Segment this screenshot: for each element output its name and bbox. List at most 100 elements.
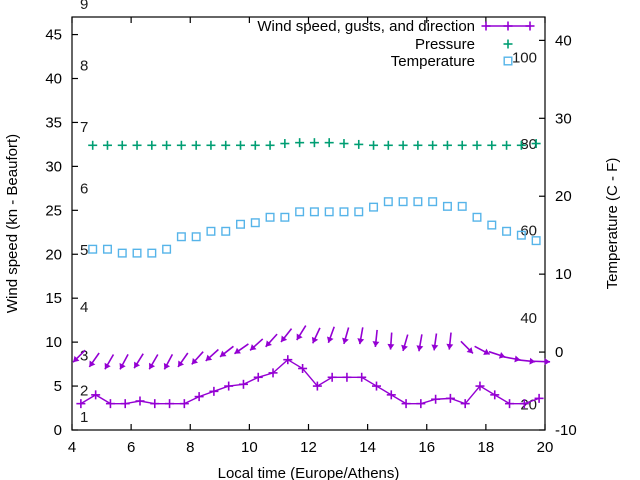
temperature-marker: [236, 219, 246, 229]
wind-direction-arrowhead: [311, 336, 319, 344]
wind-direction-arrowhead: [89, 360, 96, 367]
y2-axis-title: Temperature (C - F): [604, 158, 621, 290]
temperature-marker: [147, 248, 157, 258]
beaufort-label: 3: [80, 347, 88, 364]
y-tick-label: 40: [45, 71, 62, 88]
y2-tick-label: 10: [555, 266, 572, 283]
wind-direction-arrowhead: [134, 361, 141, 369]
y-tick-label: 0: [54, 422, 62, 439]
temperature-marker: [102, 244, 112, 254]
wind-direction-arrowhead: [483, 348, 490, 355]
wind-direction-arrowhead: [431, 344, 439, 351]
temperature-marker: [88, 244, 98, 254]
temperature-marker: [413, 197, 423, 207]
beaufort-label: 6: [80, 180, 88, 197]
x-tick-label: 4: [68, 439, 76, 456]
y-tick-label: 45: [45, 27, 62, 44]
temperature-marker: [162, 244, 172, 254]
wind-direction-arrowhead: [401, 344, 408, 351]
y-tick-label: 30: [45, 158, 62, 175]
plot-frame: [71, 16, 546, 431]
y2-tick-label: 30: [555, 110, 572, 127]
y-tick-label: 15: [45, 290, 62, 307]
fahrenheit-label: 80: [520, 136, 537, 153]
y2-tick-label: 0: [555, 344, 563, 361]
wind-direction-arrowhead: [191, 357, 199, 365]
wind-direction-arrowhead: [514, 355, 521, 363]
wind-direction-arrowhead: [529, 357, 536, 365]
wind-direction-arrowhead: [119, 362, 126, 370]
wind-direction-arrowhead: [265, 340, 272, 347]
x-tick-label: 6: [127, 439, 135, 456]
beaufort-label: 1: [80, 409, 88, 426]
x-tick-label: 8: [186, 439, 194, 456]
wind-direction-arrowhead: [446, 343, 454, 350]
wind-direction-arrowhead: [178, 360, 185, 367]
temperature-marker: [309, 207, 319, 217]
x-tick-label: 12: [300, 439, 317, 456]
temperature-marker: [250, 218, 260, 228]
legend-label-1: Pressure: [415, 36, 475, 53]
temperature-marker: [265, 212, 275, 222]
temperature-marker: [176, 232, 186, 242]
y-tick-label: 10: [45, 334, 62, 351]
wind-direction-arrowhead: [387, 343, 395, 350]
temperature-marker: [206, 226, 216, 236]
temperature-marker: [221, 226, 231, 236]
temperature-marker: [516, 230, 526, 240]
temperature-marker: [369, 202, 379, 212]
y-tick-label: 5: [54, 378, 62, 395]
y2-tick-label: -10: [555, 422, 577, 439]
wind-direction-arrowhead: [372, 341, 380, 347]
temperature-marker: [398, 197, 408, 207]
beaufort-label: 4: [80, 299, 88, 316]
x-axis-title: Local time (Europe/Athens): [218, 465, 400, 480]
temperature-marker: [531, 236, 541, 246]
wind-direction-arrowhead: [296, 333, 303, 341]
temperature-marker: [117, 248, 127, 258]
beaufort-label: 9: [80, 0, 88, 13]
x-tick-label: 14: [359, 439, 376, 456]
beaufort-label: 8: [80, 57, 88, 74]
fahrenheit-label: 20: [520, 396, 537, 413]
wind-direction-arrowhead: [281, 335, 288, 343]
temperature-marker: [324, 207, 334, 217]
temperature-marker: [457, 201, 467, 211]
x-tick-label: 10: [241, 439, 258, 456]
wind-direction-arrowhead: [220, 350, 227, 357]
temperature-marker: [428, 197, 438, 207]
temperature-marker: [191, 232, 201, 242]
y-tick-label: 20: [45, 246, 62, 263]
x-tick-label: 20: [537, 439, 554, 456]
beaufort-label: 7: [80, 119, 88, 136]
legend-label-2: Temperature: [391, 53, 475, 70]
wind-direction-arrowhead: [73, 355, 80, 363]
x-tick-label: 18: [478, 439, 495, 456]
temperature-marker: [383, 197, 393, 207]
wind-direction-arrowhead: [163, 362, 171, 370]
temperature-marker: [280, 212, 290, 222]
wind-direction-arrowhead: [104, 362, 111, 370]
temperature-marker: [487, 220, 497, 230]
temperature-marker: [502, 226, 512, 236]
temperature-marker: [472, 212, 482, 222]
temperature-marker: [503, 56, 513, 66]
y-tick-label: 35: [45, 114, 62, 131]
beaufort-label: 5: [80, 242, 88, 259]
wind-direction-arrowhead: [205, 354, 213, 361]
wind-direction-arrowhead: [234, 347, 241, 354]
temperature-marker: [442, 201, 452, 211]
y-axis-title: Wind speed (kn - Beaufort): [4, 134, 21, 313]
wind-direction-arrowhead: [149, 362, 156, 370]
x-tick-label: 16: [418, 439, 435, 456]
fahrenheit-label: 40: [520, 310, 537, 327]
wind-direction-arrowhead: [250, 344, 257, 351]
temperature-marker: [339, 207, 349, 217]
y2-tick-label: 20: [555, 188, 572, 205]
y-tick-label: 25: [45, 202, 62, 219]
legend-label-0: Wind speed, gusts, and direction: [257, 18, 475, 35]
wind-direction-arrowhead: [466, 347, 473, 354]
wind-direction-arrowhead: [342, 337, 349, 344]
wind-direction-arrowhead: [326, 336, 334, 343]
